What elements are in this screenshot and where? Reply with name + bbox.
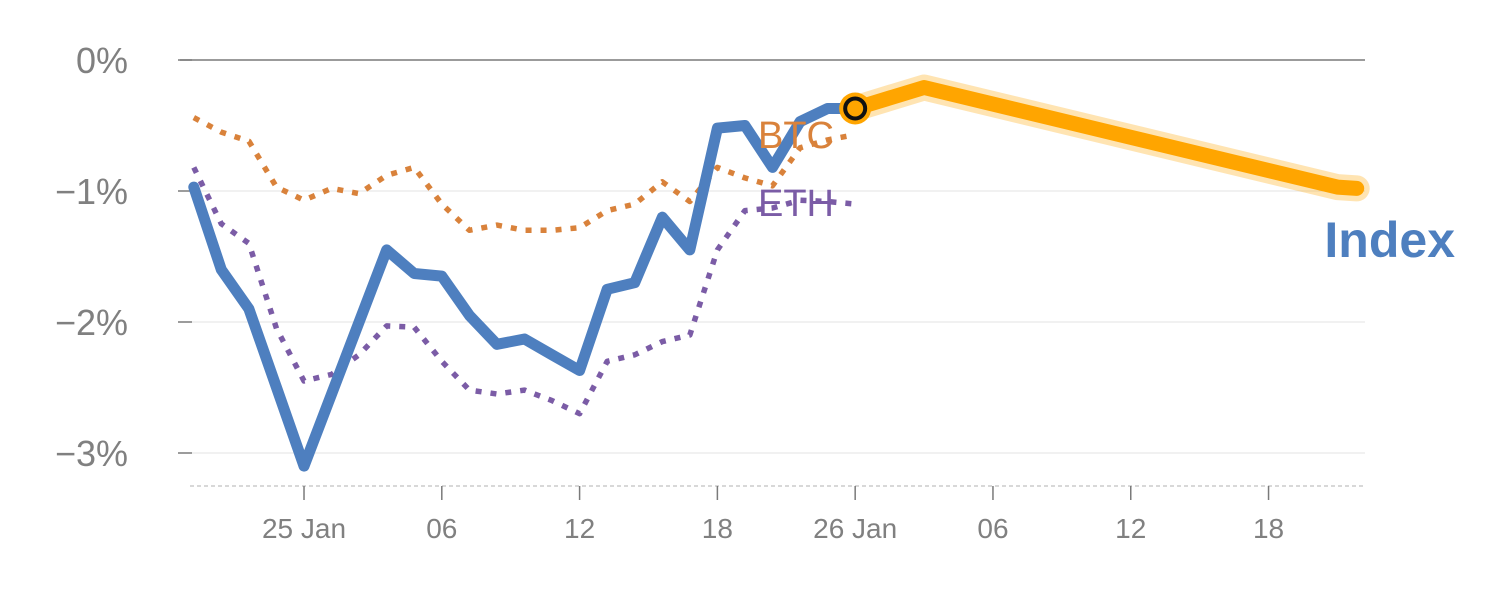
y-tick-label-0: 0% xyxy=(76,40,128,81)
y-tick-label-1: −1% xyxy=(55,171,128,212)
y-axis-ticks: 0% −1% −2% −3% xyxy=(55,40,192,474)
y-tick-label-2: −2% xyxy=(55,302,128,343)
x-axis: 25 Jan 06 12 18 26 Jan 06 12 18 xyxy=(190,485,1365,544)
btc-line xyxy=(192,115,856,234)
btc-label: BTC xyxy=(758,115,834,157)
index-label: Index xyxy=(1324,212,1455,268)
x-tick-label-4: 26 Jan xyxy=(813,513,897,544)
x-tick-label-1: 06 xyxy=(426,513,457,544)
x-tick-label-0: 25 Jan xyxy=(262,513,346,544)
x-tick-label-3: 18 xyxy=(702,513,733,544)
x-tick-label-5: 06 xyxy=(977,513,1008,544)
projection-line xyxy=(847,80,1365,196)
y-tick-label-3: −3% xyxy=(55,433,128,474)
current-point-ring xyxy=(843,96,868,121)
grid-lines xyxy=(180,59,1365,454)
index-line xyxy=(188,103,861,472)
x-tick-label-6: 12 xyxy=(1115,513,1146,544)
series-lines xyxy=(188,74,1370,472)
x-tick-label-7: 18 xyxy=(1253,513,1284,544)
series-labels: BTC ETH Index xyxy=(758,115,1455,268)
eth-line xyxy=(191,166,856,417)
x-tick-label-2: 12 xyxy=(564,513,595,544)
eth-label: ETH xyxy=(758,183,834,225)
